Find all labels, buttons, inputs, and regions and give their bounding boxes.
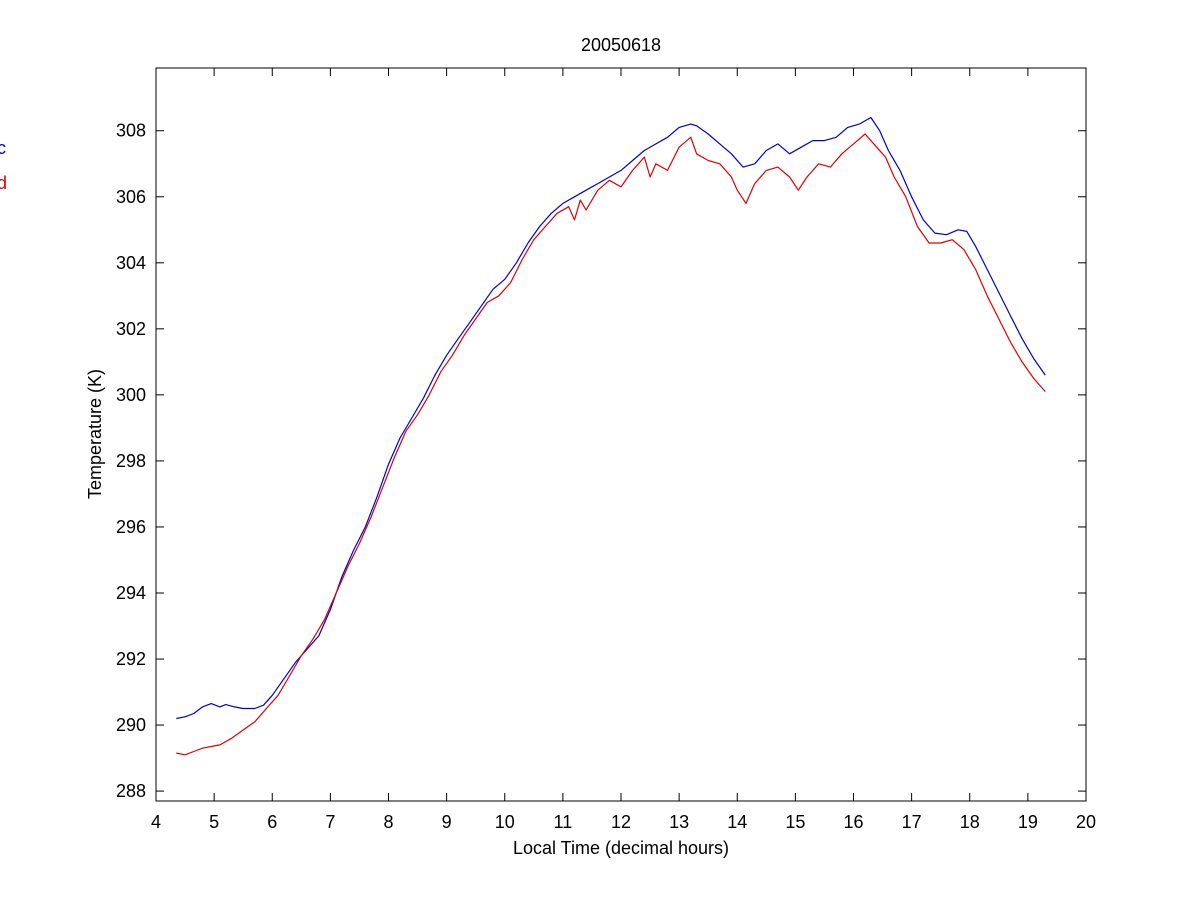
x-tick-label: 10 [495,812,515,832]
x-tick-label: 14 [727,812,747,832]
x-tick-label: 6 [267,812,277,832]
x-tick-label: 4 [151,812,161,832]
legend-entry-d: d [0,173,7,193]
x-tick-label: 13 [669,812,689,832]
x-tick-label: 16 [843,812,863,832]
x-tick-label: 9 [442,812,452,832]
y-axis-label: Temperature (K) [85,369,105,499]
x-tick-label: 7 [325,812,335,832]
axis-ticks: 4 5 6 7 8 9 10 11 12 13 14 15 16 17 18 19 20 288 290 292 294… [116,68,1096,832]
y-tick-label: 296 [116,517,146,537]
y-tick-label: 302 [116,319,146,339]
x-tick-label: 15 [785,812,805,832]
x-tick-label: 8 [383,812,393,832]
x-tick-label: 12 [611,812,631,832]
x-axis-label: Local Time (decimal hours) [513,838,729,858]
x-tick-label: 20 [1076,812,1096,832]
y-tick-label: 288 [116,781,146,801]
y-tick-label: 298 [116,451,146,471]
x-tick-label: 18 [960,812,980,832]
x-tick-label: 19 [1018,812,1038,832]
y-tick-label: 294 [116,583,146,603]
y-tick-label: 300 [116,385,146,405]
plot-area [155,67,1087,802]
y-tick-label: 292 [116,649,146,669]
chart-title: 20050618 [581,35,661,55]
series-line-d [176,133,1046,756]
y-tick-label: 304 [116,253,146,273]
legend-entry-c: c [0,138,6,158]
x-tick-label: 5 [209,812,219,832]
y-tick-label: 306 [116,187,146,207]
series-layer [176,116,1046,756]
y-tick-label: 308 [116,121,146,141]
y-tick-label: 290 [116,715,146,735]
x-tick-label: 17 [902,812,922,832]
series-line-c [176,116,1046,720]
x-tick-label: 11 [554,812,573,832]
